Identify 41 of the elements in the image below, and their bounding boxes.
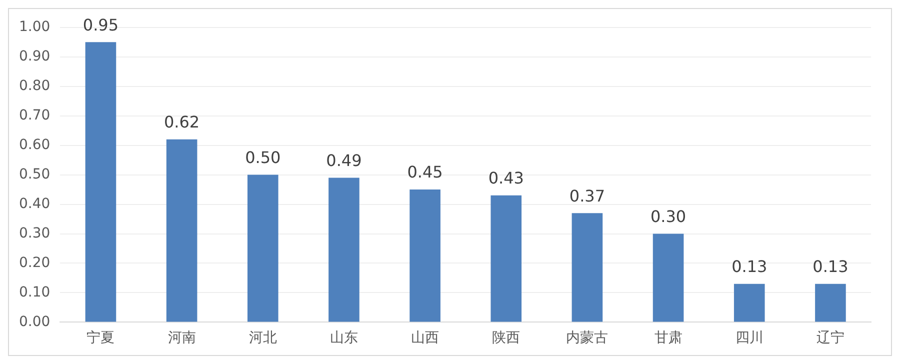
bar bbox=[247, 174, 278, 322]
bar bbox=[328, 178, 360, 322]
x-tick-label: 山东 bbox=[330, 330, 358, 346]
data-label: 0.30 bbox=[650, 206, 686, 226]
bar bbox=[85, 42, 116, 322]
x-tick-label: 辽宁 bbox=[816, 330, 844, 346]
bar bbox=[410, 190, 440, 322]
data-label: 0.50 bbox=[245, 148, 281, 167]
x-tick-label: 河南 bbox=[168, 330, 196, 346]
x-tick-label: 河北 bbox=[248, 330, 277, 346]
y-tick-label: 1.00 bbox=[19, 19, 50, 36]
x-tick-label: 四川 bbox=[735, 330, 764, 346]
x-tick-label: 山西 bbox=[411, 330, 440, 346]
y-tick-label: 0.80 bbox=[19, 78, 50, 94]
data-label: 0.45 bbox=[407, 162, 443, 182]
y-tick-label: 0.10 bbox=[19, 284, 50, 300]
data-label: 0.13 bbox=[812, 257, 848, 276]
data-label: 0.37 bbox=[569, 186, 606, 206]
bar bbox=[572, 213, 603, 322]
bar bbox=[734, 284, 765, 322]
y-tick-label: 0.70 bbox=[19, 107, 50, 124]
y-tick-label: 0.60 bbox=[19, 136, 50, 153]
y-tick-label: 0.90 bbox=[19, 48, 50, 65]
x-tick-label: 内蒙古 bbox=[566, 330, 608, 346]
data-label: 0.49 bbox=[326, 150, 362, 170]
bar bbox=[490, 195, 522, 322]
bar bbox=[166, 139, 198, 322]
bar bbox=[815, 284, 846, 322]
x-tick-label: 陕西 bbox=[492, 330, 520, 346]
data-label: 0.43 bbox=[488, 168, 524, 188]
y-tick-label: 0.30 bbox=[19, 225, 50, 242]
x-tick-label: 宁夏 bbox=[86, 330, 115, 346]
y-tick-label: 0.40 bbox=[19, 196, 50, 212]
x-tick-label: 甘肃 bbox=[654, 330, 682, 346]
y-tick-label: 0.00 bbox=[19, 314, 50, 330]
data-label: 0.13 bbox=[732, 257, 768, 276]
y-tick-label: 0.20 bbox=[19, 254, 50, 271]
data-label: 0.95 bbox=[82, 15, 119, 34]
data-label: 0.62 bbox=[164, 112, 200, 132]
y-tick-label: 0.50 bbox=[19, 166, 50, 182]
bar bbox=[652, 234, 684, 322]
